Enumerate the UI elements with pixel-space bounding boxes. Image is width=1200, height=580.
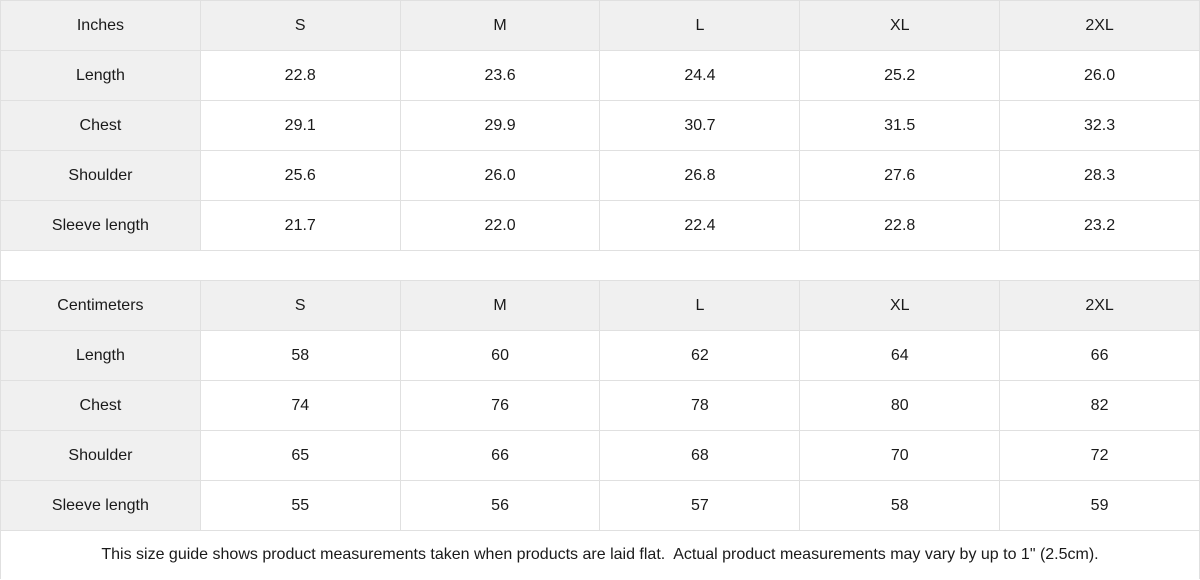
measurement-cell: 25.6	[199, 150, 401, 201]
measurement-cell: 27.6	[799, 150, 1001, 201]
measurement-cell: 23.6	[399, 50, 601, 101]
measurement-cell: 66	[399, 430, 601, 481]
size-column-header: M	[399, 280, 601, 331]
size-column-header: S	[199, 0, 401, 51]
table-row: Chest 74 76 78 80 82	[0, 380, 1200, 431]
measurement-cell: 57	[599, 480, 801, 531]
measurement-cell: 22.8	[199, 50, 401, 101]
row-label: Sleeve length	[0, 480, 201, 531]
measurement-cell: 65	[199, 430, 401, 481]
row-label: Chest	[0, 100, 201, 151]
measurement-cell: 59	[999, 480, 1200, 531]
measurement-cell: 26.0	[999, 50, 1200, 101]
unit-header: Inches	[0, 0, 201, 51]
size-column-header: 2XL	[999, 280, 1200, 331]
inches-table: Inches S M L XL 2XL Length 22.8 23.6 24.…	[0, 0, 1200, 251]
measurement-cell: 29.9	[399, 100, 601, 151]
table-row: Length 58 60 62 64 66	[0, 330, 1200, 381]
table-row: Shoulder 25.6 26.0 26.8 27.6 28.3	[0, 150, 1200, 201]
measurement-cell: 32.3	[999, 100, 1200, 151]
measurement-cell: 23.2	[999, 200, 1200, 251]
row-label: Shoulder	[0, 430, 201, 481]
size-guide-note: This size guide shows product measuremen…	[0, 531, 1200, 579]
table-gap	[0, 251, 1200, 280]
measurement-cell: 28.3	[999, 150, 1200, 201]
measurement-cell: 80	[799, 380, 1001, 431]
measurement-cell: 21.7	[199, 200, 401, 251]
size-column-header: L	[599, 280, 801, 331]
measurement-cell: 72	[999, 430, 1200, 481]
measurement-cell: 22.0	[399, 200, 601, 251]
row-label: Chest	[0, 380, 201, 431]
measurement-cell: 76	[399, 380, 601, 431]
measurement-cell: 62	[599, 330, 801, 381]
measurement-cell: 74	[199, 380, 401, 431]
measurement-cell: 60	[399, 330, 601, 381]
measurement-cell: 26.8	[599, 150, 801, 201]
measurement-cell: 68	[599, 430, 801, 481]
measurement-cell: 82	[999, 380, 1200, 431]
measurement-cell: 78	[599, 380, 801, 431]
measurement-cell: 22.4	[599, 200, 801, 251]
measurement-cell: 55	[199, 480, 401, 531]
measurement-cell: 24.4	[599, 50, 801, 101]
table-row: Length 22.8 23.6 24.4 25.2 26.0	[0, 50, 1200, 101]
measurement-cell: 66	[999, 330, 1200, 381]
row-label: Length	[0, 330, 201, 381]
header-row: Inches S M L XL 2XL	[0, 0, 1200, 51]
size-column-header: XL	[799, 280, 1001, 331]
measurement-cell: 70	[799, 430, 1001, 481]
measurement-cell: 58	[199, 330, 401, 381]
size-column-header: L	[599, 0, 801, 51]
table-row: Shoulder 65 66 68 70 72	[0, 430, 1200, 481]
unit-header: Centimeters	[0, 280, 201, 331]
table-row: Chest 29.1 29.9 30.7 31.5 32.3	[0, 100, 1200, 151]
measurement-cell: 22.8	[799, 200, 1001, 251]
measurement-cell: 64	[799, 330, 1001, 381]
row-label: Length	[0, 50, 201, 101]
size-column-header: XL	[799, 0, 1001, 51]
measurement-cell: 29.1	[199, 100, 401, 151]
measurement-cell: 56	[399, 480, 601, 531]
table-row: Sleeve length 55 56 57 58 59	[0, 480, 1200, 531]
size-column-header: 2XL	[999, 0, 1200, 51]
measurement-cell: 26.0	[399, 150, 601, 201]
centimeters-table: Centimeters S M L XL 2XL Length 58 60 62…	[0, 280, 1200, 531]
measurement-cell: 25.2	[799, 50, 1001, 101]
measurement-cell: 30.7	[599, 100, 801, 151]
measurement-cell: 31.5	[799, 100, 1001, 151]
header-row: Centimeters S M L XL 2XL	[0, 280, 1200, 331]
measurement-cell: 58	[799, 480, 1001, 531]
row-label: Sleeve length	[0, 200, 201, 251]
size-column-header: S	[199, 280, 401, 331]
table-row: Sleeve length 21.7 22.0 22.4 22.8 23.2	[0, 200, 1200, 251]
size-column-header: M	[399, 0, 601, 51]
row-label: Shoulder	[0, 150, 201, 201]
